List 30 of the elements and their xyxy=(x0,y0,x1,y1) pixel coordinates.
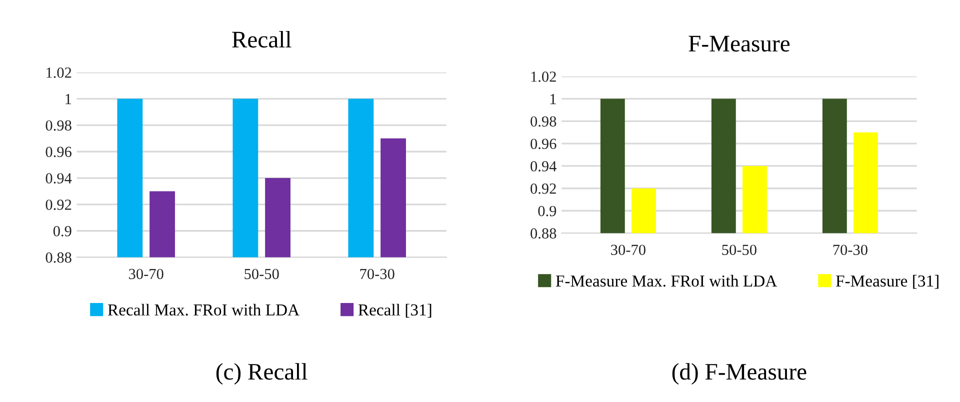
y-tick-label: 0.88 xyxy=(46,252,72,263)
y-tick-label: 0.9 xyxy=(53,226,72,236)
legend-label: F-Measure Max. FRoI with LDA xyxy=(556,274,778,287)
x-tick-label: 70-30 xyxy=(833,244,868,256)
y-tick-label: 0.98 xyxy=(46,120,72,131)
y-tick-label: 0.92 xyxy=(46,200,72,210)
y-tick-label: 0.96 xyxy=(530,138,556,150)
y-tick-label: 0.98 xyxy=(530,116,556,127)
x-tick-label: 30-70 xyxy=(129,268,164,280)
y-tick-label: 0.94 xyxy=(530,161,556,172)
y-tick-label: 0.96 xyxy=(46,146,72,158)
y-tick-label: 1 xyxy=(550,94,556,104)
text: (c) Recall xyxy=(216,363,308,385)
chart-title: F-Measure xyxy=(688,36,790,52)
x-tick-label: 30-70 xyxy=(611,244,646,256)
y-tick-label: 1.02 xyxy=(46,68,72,78)
y-tick-label: 0.92 xyxy=(530,184,556,194)
y-tick-label: 1 xyxy=(66,94,72,104)
x-tick-label: 70-30 xyxy=(360,268,394,280)
y-tick-label: 0.9 xyxy=(538,206,556,216)
text: (d) F-Measure xyxy=(672,363,806,385)
legend-label: F-Measure [31] xyxy=(836,274,938,289)
x-tick-label: 50-50 xyxy=(244,268,279,280)
legend-label: Recall Max. FRoI with LDA xyxy=(108,304,300,316)
y-tick-label: 1.02 xyxy=(531,72,556,82)
chart-title: Recall xyxy=(232,30,292,48)
y-tick-label: 0.88 xyxy=(530,228,556,239)
x-tick-label: 50-50 xyxy=(722,244,756,256)
y-tick-label: 0.94 xyxy=(46,173,72,184)
legend-label: Recall [31] xyxy=(358,304,432,318)
